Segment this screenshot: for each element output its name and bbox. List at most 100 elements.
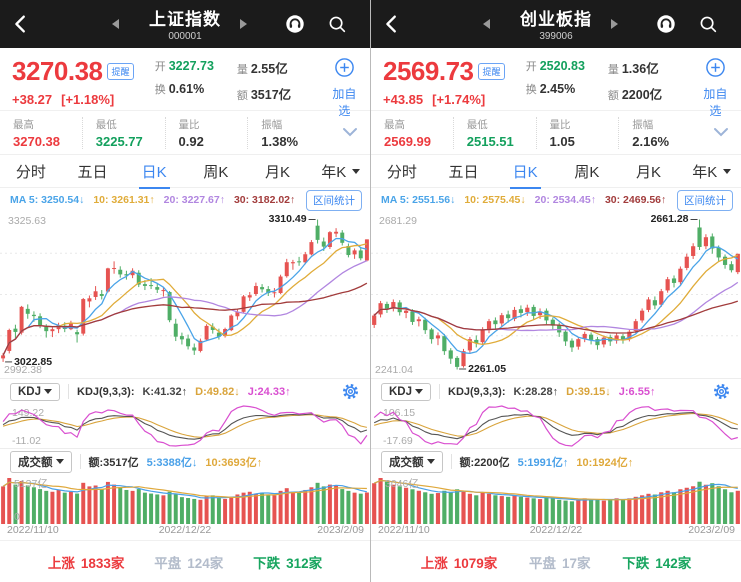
volume-selector[interactable]: 成交额 [10, 450, 72, 473]
date-mid: 2022/12/22 [158, 524, 212, 536]
volume-zero-label: 0 [14, 511, 20, 523]
customer-service-icon[interactable] [284, 13, 306, 40]
tab-minute[interactable]: 分时 [15, 163, 46, 181]
open-label: 开 [525, 61, 537, 73]
flat-count: 124家 [187, 555, 224, 571]
candlestick-chart[interactable] [371, 212, 741, 377]
plus-circle-icon [705, 58, 726, 82]
axis-min-label: 2241.04 [375, 364, 413, 376]
down-label: 下跌 [622, 555, 650, 571]
volume-max-label: 5137亿 [14, 478, 48, 490]
candlestick-chart[interactable] [0, 212, 370, 377]
ma30-value: 30: 3182.02↑ [233, 194, 296, 206]
tab-monthly-k[interactable]: 月K [265, 163, 291, 181]
search-icon[interactable] [697, 13, 719, 40]
axis-max-label: 3325.63 [8, 215, 46, 227]
caret-down-icon [55, 459, 64, 464]
gear-icon[interactable] [341, 382, 360, 401]
add-watchlist-label: 加自选 [332, 87, 357, 118]
high-value: 2569.99 [384, 133, 431, 149]
tab-yearly-k[interactable]: 年K [308, 155, 370, 187]
add-watchlist-button[interactable]: 加自选 [698, 56, 733, 118]
flat-label: 平盘 [528, 555, 556, 571]
range-stats-button[interactable]: 区间统计 [306, 189, 362, 211]
ma5-value: MA 5: 2551.56↓ [381, 194, 456, 206]
quote-section: 3270.38 提醒 +38.27 [+1.18%] 开 3227.73 换 0.6… [0, 48, 370, 118]
header-bar: 创业板指 399006 [371, 0, 741, 48]
volume-chart[interactable] [371, 474, 741, 524]
prev-stock-icon[interactable] [483, 19, 490, 29]
kdj-chart-area: 106.15 -17.69 [371, 404, 741, 448]
up-count: 1079家 [453, 555, 498, 571]
next-stock-icon[interactable] [240, 19, 247, 29]
volume-ma10: 10:1924亿↑ [576, 456, 634, 469]
divider [450, 454, 452, 469]
back-icon[interactable] [381, 13, 403, 40]
date-mid: 2022/12/22 [529, 524, 583, 536]
kdj-chart-area: 149.22 -11.02 [0, 404, 370, 448]
plus-circle-icon [334, 58, 355, 82]
caret-down-icon [723, 168, 732, 174]
range-stats-button[interactable]: 区间统计 [677, 189, 733, 211]
price-change: +43.85 [383, 92, 424, 107]
volume-amount: 额:2200亿 [459, 456, 510, 469]
kdj-k-value: K:41.32↑ [142, 385, 188, 398]
back-icon[interactable] [10, 13, 32, 40]
kdj-chart[interactable] [0, 404, 370, 448]
up-label: 上涨 [420, 555, 448, 571]
tab-5day[interactable]: 五日 [77, 163, 108, 181]
caret-down-icon [352, 168, 361, 174]
flat-count: 17家 [561, 555, 591, 571]
tab-weekly-k[interactable]: 周K [574, 163, 600, 181]
tab-yearly-k[interactable]: 年K [679, 155, 741, 187]
volume-ma5: 5:3388亿↓ [146, 456, 198, 469]
tab-5day[interactable]: 五日 [448, 163, 479, 181]
amplitude-label: 振幅 [261, 118, 283, 131]
tab-daily-k[interactable]: 日K [123, 155, 185, 189]
customer-service-icon[interactable] [655, 13, 677, 40]
up-count: 1833家 [80, 555, 125, 571]
tab-minute[interactable]: 分时 [386, 163, 417, 181]
turnover-value: 2.45% [539, 82, 576, 96]
alert-badge[interactable]: 提醒 [107, 63, 134, 80]
indicator-selector[interactable]: KDJ [10, 382, 61, 401]
expand-stats-chevron-icon[interactable] [330, 124, 370, 142]
header-bar: 上证指数 000001 [0, 0, 370, 48]
volume-selector[interactable]: 成交额 [381, 450, 443, 473]
axis-max-label: 2681.29 [379, 215, 417, 227]
prev-stock-icon[interactable] [112, 19, 119, 29]
indicator-selector[interactable]: KDJ [381, 382, 432, 401]
kdj-d-value: D:49.82↓ [195, 385, 240, 398]
price-change: +38.27 [12, 92, 53, 107]
panel-chinext-index: 创业板指 399006 2569.73 提醒 +43.85 [+1.74%] 开… [371, 0, 741, 582]
tab-weekly-k[interactable]: 周K [203, 163, 229, 181]
amount-value: 3517亿 [250, 88, 292, 102]
period-tabs: 分时 五日 日K 周K 月K 年K [0, 154, 370, 189]
highest-price-annotation: 2661.28 [650, 213, 689, 226]
next-stock-icon[interactable] [611, 19, 618, 29]
date-start: 2022/11/10 [7, 524, 59, 536]
advancers-row: 上涨 1079家 平盘 17家 下跌 142家 [371, 540, 741, 582]
tab-monthly-k[interactable]: 月K [636, 163, 662, 181]
volume-label: 量 [236, 64, 248, 76]
high-label: 最高 [13, 118, 34, 131]
volume-chart[interactable] [0, 474, 370, 524]
divider [79, 454, 81, 469]
volratio-label: 量比 [549, 118, 571, 131]
volume-ma5: 5:1991亿↑ [517, 456, 569, 469]
kdj-chart[interactable] [371, 404, 741, 448]
amount-label: 额 [607, 90, 619, 102]
search-icon[interactable] [326, 13, 348, 40]
down-count: 312家 [286, 555, 323, 571]
date-axis: 2022/11/10 2022/12/22 2023/2/09 [0, 524, 370, 540]
amount-value: 2200亿 [621, 88, 663, 102]
gear-icon[interactable] [712, 382, 731, 401]
add-watchlist-button[interactable]: 加自选 [327, 56, 362, 118]
candlestick-chart-area: 2681.29 2241.04 2661.28 2261.05 [371, 212, 741, 378]
tab-daily-k[interactable]: 日K [494, 155, 556, 189]
kdj-max-label: 106.15 [383, 407, 416, 419]
alert-badge[interactable]: 提醒 [478, 63, 505, 80]
expand-stats-chevron-icon[interactable] [701, 124, 741, 142]
flat-label: 平盘 [154, 555, 182, 571]
